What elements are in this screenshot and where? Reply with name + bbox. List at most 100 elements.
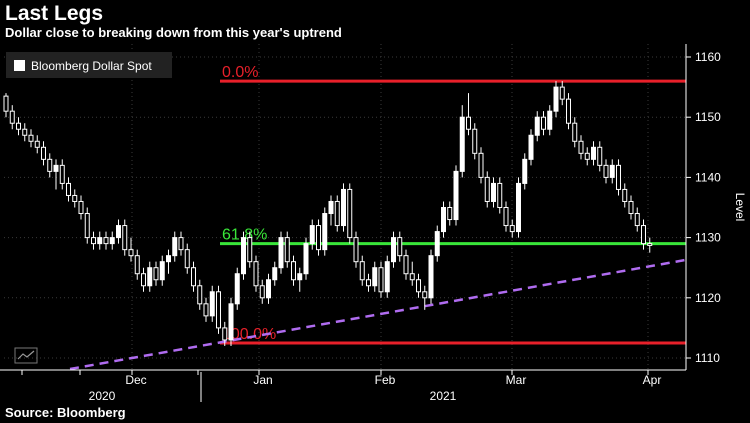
candle-body <box>578 140 584 154</box>
candle-body <box>66 182 71 196</box>
candle-body <box>22 128 28 136</box>
candle-body <box>191 267 196 287</box>
candle-body <box>59 164 65 184</box>
candle-body <box>128 249 134 257</box>
candle-body <box>34 140 40 148</box>
candle-body <box>72 194 78 202</box>
candle-body <box>647 243 653 246</box>
candle-body <box>403 255 409 275</box>
candle-body <box>284 237 290 263</box>
fib-label: 61.8% <box>222 227 267 244</box>
candle-body <box>359 261 365 281</box>
y-tick-label: 1120 <box>695 291 721 305</box>
candle-body <box>522 158 528 184</box>
candle-body <box>184 249 190 269</box>
source-note: Source: Bloomberg <box>5 405 126 420</box>
candle-body <box>141 273 146 287</box>
fib-label: 0.0% <box>222 64 258 81</box>
candle-body <box>428 255 434 299</box>
x-tick-label: Jan <box>253 373 272 387</box>
grid-lines <box>4 44 686 370</box>
fibonacci-levels: 0.0%61.8%100.0% <box>220 64 686 345</box>
candle-body <box>584 152 590 160</box>
chart-subtitle: Dollar close to breaking down from this … <box>5 25 342 40</box>
candle-body <box>378 267 384 293</box>
candle-body <box>41 146 46 160</box>
candle-body <box>334 200 340 227</box>
candle-body <box>53 164 59 172</box>
legend-label: Bloomberg Dollar Spot <box>31 59 152 73</box>
candle-body <box>509 225 515 233</box>
candle-body <box>166 255 171 263</box>
candle-body <box>278 237 284 269</box>
candle-body <box>484 176 490 202</box>
candle-body <box>534 116 540 136</box>
x-year-label: 2020 <box>89 389 116 403</box>
candle-body <box>272 267 278 281</box>
candle-body <box>609 164 615 178</box>
legend-swatch <box>14 60 25 71</box>
candle-body <box>478 152 484 178</box>
candle-body <box>366 279 371 287</box>
legend-box <box>6 52 172 78</box>
candle-body <box>9 110 15 124</box>
candle-body <box>316 225 321 251</box>
candle-body <box>259 285 265 299</box>
candle-body <box>84 213 90 239</box>
axes: 1110 1120 1130 1140 1150 1160 Level Dec Jan Feb Ma… <box>0 44 747 403</box>
candle-body <box>297 273 303 281</box>
candle-body <box>103 237 109 245</box>
candle-body <box>241 237 246 275</box>
candle-body <box>397 237 403 257</box>
legend: Bloomberg Dollar Spot <box>6 52 172 78</box>
candle-body <box>497 182 503 208</box>
x-tick-label: Dec <box>125 373 146 387</box>
candle-body <box>28 134 34 142</box>
candle-body <box>453 170 459 221</box>
candle-body <box>209 291 215 317</box>
candle-body <box>197 285 203 305</box>
candle-body <box>553 86 559 112</box>
candle-body <box>47 158 53 172</box>
chart-title: Last Legs <box>5 2 104 25</box>
candle-body <box>572 122 578 142</box>
candle-body <box>247 237 253 263</box>
x-tick-label: Mar <box>506 373 527 387</box>
candle-body <box>153 267 159 281</box>
candle-body <box>434 231 440 257</box>
candle-body <box>441 207 446 233</box>
candle-body <box>147 267 153 287</box>
candle-body <box>591 146 596 160</box>
candle-body <box>447 207 453 221</box>
candle-body <box>466 116 471 130</box>
candle-body <box>291 261 296 281</box>
y-tick-label: 1150 <box>695 110 721 124</box>
candle-body <box>459 116 465 172</box>
candle-body <box>228 303 234 341</box>
candle-body <box>597 146 603 166</box>
candle-body <box>416 279 421 293</box>
candle-body <box>628 200 634 215</box>
candle-body <box>566 98 571 124</box>
x-year-label: 2021 <box>430 389 457 403</box>
candle-body <box>234 273 240 305</box>
candle-body <box>266 279 271 299</box>
candle-body <box>372 267 378 287</box>
candle-body <box>516 182 521 233</box>
candle-body <box>347 188 353 239</box>
candle-body <box>3 95 9 112</box>
y-axis-title: Level <box>733 193 747 222</box>
candle-body <box>547 110 553 130</box>
y-tick-label: 1160 <box>695 50 721 64</box>
candle-body <box>391 237 396 263</box>
candle-body <box>409 273 415 281</box>
x-tick-label: Feb <box>375 373 396 387</box>
candle-body <box>528 134 534 160</box>
candle-body <box>384 261 390 293</box>
chart-type-icon[interactable] <box>14 347 38 364</box>
candle-body <box>97 237 103 245</box>
candle-body <box>253 261 259 287</box>
candle-body <box>322 213 328 251</box>
